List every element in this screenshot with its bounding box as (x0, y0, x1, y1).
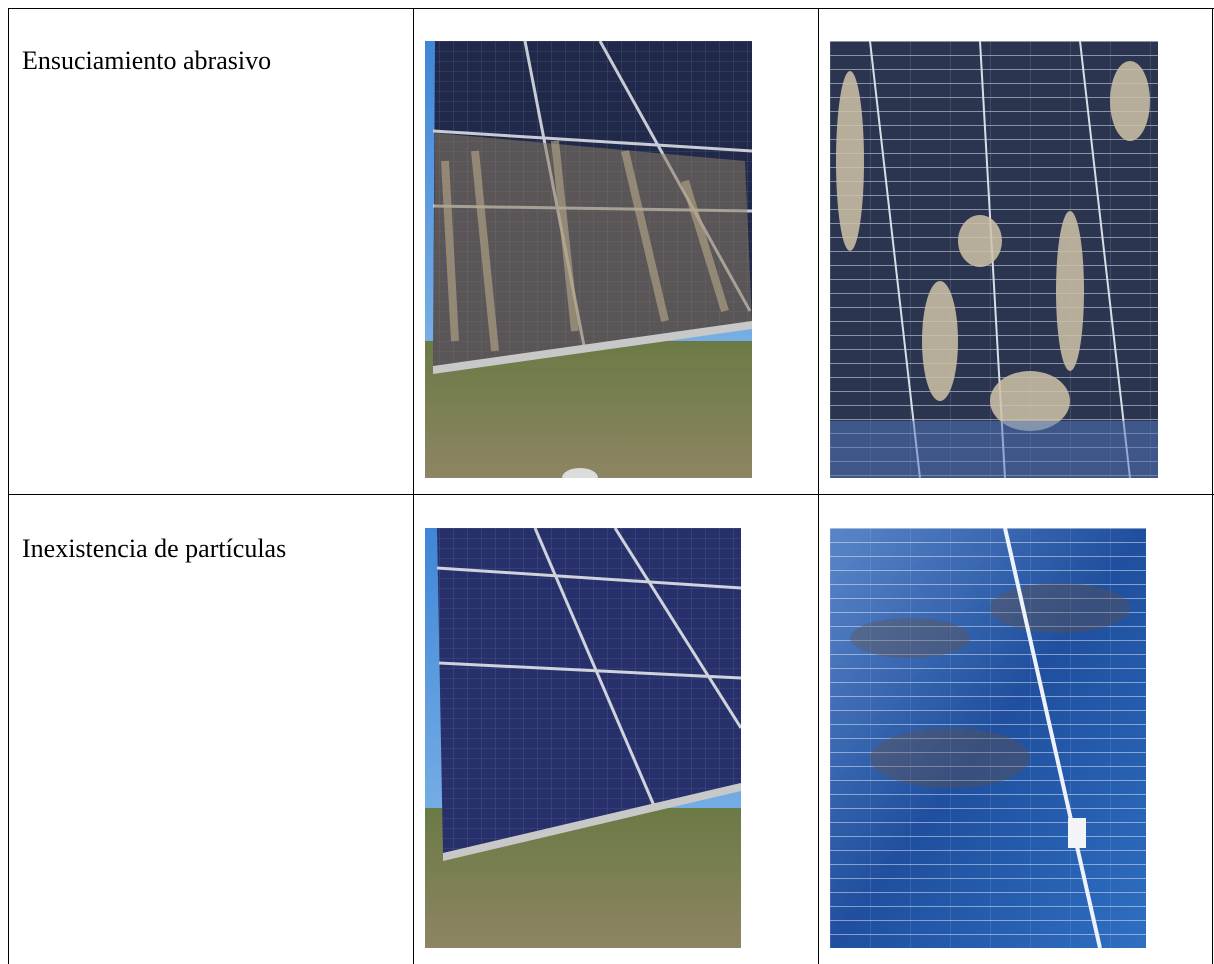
photo-clean-closeup (830, 528, 1146, 948)
photo-dirty-panels (425, 41, 752, 478)
photo-dirty-closeup (830, 41, 1158, 478)
table-border-left (8, 8, 9, 964)
table-border-col2 (818, 8, 819, 964)
row-label: Inexistencia de partículas (22, 534, 287, 563)
table-border-right (1212, 8, 1213, 964)
row-label: Ensuciamiento abrasivo (22, 46, 272, 75)
table-border-col1 (413, 8, 414, 964)
table-border-row (8, 494, 1214, 495)
table-border-top (8, 8, 1214, 9)
photo-clean-panels (425, 528, 741, 948)
